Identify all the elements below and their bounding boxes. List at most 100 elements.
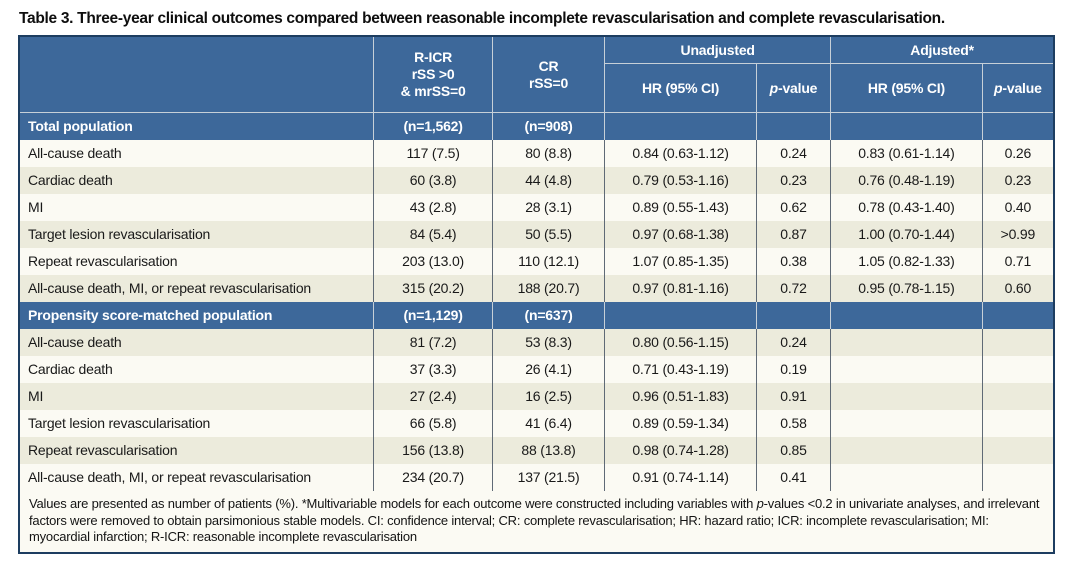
cell-hr-unadjusted: 0.97 (0.81-1.16): [605, 275, 757, 302]
cell-p-adjusted: 0.40: [982, 194, 1053, 221]
cell-hr-adjusted: 1.00 (0.70-1.44): [831, 221, 983, 248]
row-label: All-cause death: [20, 329, 375, 356]
row-label: Repeat revascularisation: [20, 437, 375, 464]
cell-ricr: 117 (7.5): [374, 140, 493, 167]
cell-hr-adjusted: 1.05 (0.82-1.33): [831, 248, 983, 275]
cell-cr: 28 (3.1): [492, 194, 606, 221]
section-n-count: [982, 113, 1053, 140]
col-header-hr-adjusted: HR (95% CI): [831, 64, 983, 113]
table-row: MI 43 (2.8) 28 (3.1) 0.89 (0.55-1.43) 0.62 0.…: [20, 194, 1053, 221]
section-n-count: [831, 113, 983, 140]
row-label: Cardiac death: [20, 167, 375, 194]
section-n-count: [605, 302, 757, 329]
cell-p-adjusted: [982, 410, 1053, 437]
cell-cr: 137 (21.5): [492, 464, 606, 491]
pvalue-label: p-value: [769, 79, 818, 96]
row-label: Repeat revascularisation: [20, 248, 375, 275]
cell-hr-adjusted: [831, 383, 983, 410]
table-row: All-cause death 81 (7.2) 53 (8.3) 0.80 (0.5…: [20, 329, 1053, 356]
cell-hr-adjusted: [831, 410, 983, 437]
table-row: Target lesion revascularisation 66 (5.8) 4…: [20, 410, 1053, 437]
row-label: MI: [20, 194, 375, 221]
section-n-count: [605, 113, 757, 140]
row-label: MI: [20, 383, 375, 410]
cell-p-unadjusted: 0.58: [756, 410, 832, 437]
section-n-count: [831, 302, 983, 329]
cell-p-unadjusted: 0.87: [756, 221, 832, 248]
cell-hr-unadjusted: 0.89 (0.55-1.43): [605, 194, 757, 221]
cell-hr-unadjusted: 0.96 (0.51-1.83): [605, 383, 757, 410]
col-group-adjusted: Adjusted*: [831, 37, 1053, 64]
cell-hr-unadjusted: 1.07 (0.85-1.35): [605, 248, 757, 275]
cell-hr-unadjusted: 0.97 (0.68-1.38): [605, 221, 757, 248]
cell-hr-unadjusted: 0.91 (0.74-1.14): [605, 464, 757, 491]
col-header-ricr: R-ICR rSS >0 & mrSS=0: [374, 37, 493, 113]
cell-ricr: 37 (3.3): [374, 356, 493, 383]
cell-cr: 110 (12.1): [492, 248, 606, 275]
table-row: MI 27 (2.4) 16 (2.5) 0.96 (0.51-1.83) 0.91: [20, 383, 1053, 410]
cell-hr-unadjusted: 0.84 (0.63-1.12): [605, 140, 757, 167]
row-label: Target lesion revascularisation: [20, 221, 375, 248]
row-label: All-cause death: [20, 140, 375, 167]
col-group-unadjusted: Unadjusted: [605, 37, 832, 64]
cell-p-adjusted: 0.60: [982, 275, 1053, 302]
cell-ricr: 66 (5.8): [374, 410, 493, 437]
footnote-text: Values are presented as number of patien…: [29, 496, 757, 511]
row-label: Cardiac death: [20, 356, 375, 383]
cell-hr-unadjusted: 0.80 (0.56-1.15): [605, 329, 757, 356]
cell-cr: 80 (8.8): [492, 140, 606, 167]
footnote-text: -values <0.2 in univariate analyses, and…: [29, 496, 1040, 544]
cell-p-adjusted: [982, 464, 1053, 491]
section-n-count: (n=1,562): [374, 113, 493, 140]
cell-ricr: 43 (2.8): [374, 194, 493, 221]
cell-p-adjusted: 0.71: [982, 248, 1053, 275]
table-row: All-cause death, MI, or repeat revascula…: [20, 275, 1053, 302]
cell-p-unadjusted: 0.91: [756, 383, 832, 410]
page: Table 3. Three-year clinical outcomes co…: [18, 10, 1055, 554]
col-header-pvalue-adjusted: p-value: [982, 64, 1053, 113]
section-label: Propensity score-matched population: [20, 302, 375, 329]
table-row: Target lesion revascularisation 84 (5.4) 5…: [20, 221, 1053, 248]
cell-p-unadjusted: 0.23: [756, 167, 832, 194]
corner-cell: [20, 37, 375, 113]
cell-p-adjusted: [982, 356, 1053, 383]
table-footnote: Values are presented as number of patien…: [20, 491, 1053, 552]
footnote-italic-p: p: [756, 496, 764, 511]
table-row: Cardiac death 60 (3.8) 44 (4.8) 0.79 (0.53-…: [20, 167, 1053, 194]
section-n-count: (n=1,129): [374, 302, 493, 329]
cell-p-adjusted: 0.26: [982, 140, 1053, 167]
cell-hr-unadjusted: 0.79 (0.53-1.16): [605, 167, 757, 194]
cell-p-unadjusted: 0.24: [756, 140, 832, 167]
table-row: Cardiac death 37 (3.3) 26 (4.1) 0.71 (0.43-…: [20, 356, 1053, 383]
row-label: All-cause death, MI, or repeat revascula…: [20, 464, 375, 491]
cell-ricr: 60 (3.8): [374, 167, 493, 194]
cell-ricr: 234 (20.7): [374, 464, 493, 491]
section-n-count: [756, 113, 832, 140]
cell-cr: 44 (4.8): [492, 167, 606, 194]
cell-hr-unadjusted: 0.98 (0.74-1.28): [605, 437, 757, 464]
cell-p-adjusted: 0.23: [982, 167, 1053, 194]
col-header-pvalue-unadjusted: p-value: [756, 64, 832, 113]
section-n-count: (n=908): [492, 113, 606, 140]
cell-p-unadjusted: 0.19: [756, 356, 832, 383]
section-label: Total population: [20, 113, 375, 140]
cell-hr-unadjusted: 0.71 (0.43-1.19): [605, 356, 757, 383]
cell-ricr: 27 (2.4): [374, 383, 493, 410]
cell-hr-adjusted: 0.78 (0.43-1.40): [831, 194, 983, 221]
table-row: Repeat revascularisation 203 (13.0) 110 (1…: [20, 248, 1053, 275]
cell-hr-adjusted: 0.83 (0.61-1.14): [831, 140, 983, 167]
table-frame: R-ICR rSS >0 & mrSS=0 CR rSS=0 Unadjuste…: [18, 35, 1055, 554]
cell-ricr: 81 (7.2): [374, 329, 493, 356]
cell-hr-adjusted: 0.76 (0.48-1.19): [831, 167, 983, 194]
table-title: Table 3. Three-year clinical outcomes co…: [19, 10, 945, 27]
cell-cr: 26 (4.1): [492, 356, 606, 383]
table-row: Repeat revascularisation 156 (13.8) 88 (13…: [20, 437, 1053, 464]
cell-ricr: 203 (13.0): [374, 248, 493, 275]
cell-p-unadjusted: 0.24: [756, 329, 832, 356]
cell-hr-adjusted: [831, 329, 983, 356]
table-row: All-cause death 117 (7.5) 80 (8.8) 0.84 (0.…: [20, 140, 1053, 167]
cell-ricr: 156 (13.8): [374, 437, 493, 464]
cell-p-unadjusted: 0.38: [756, 248, 832, 275]
cell-p-adjusted: [982, 437, 1053, 464]
col-header-cr: CR rSS=0: [492, 37, 606, 113]
